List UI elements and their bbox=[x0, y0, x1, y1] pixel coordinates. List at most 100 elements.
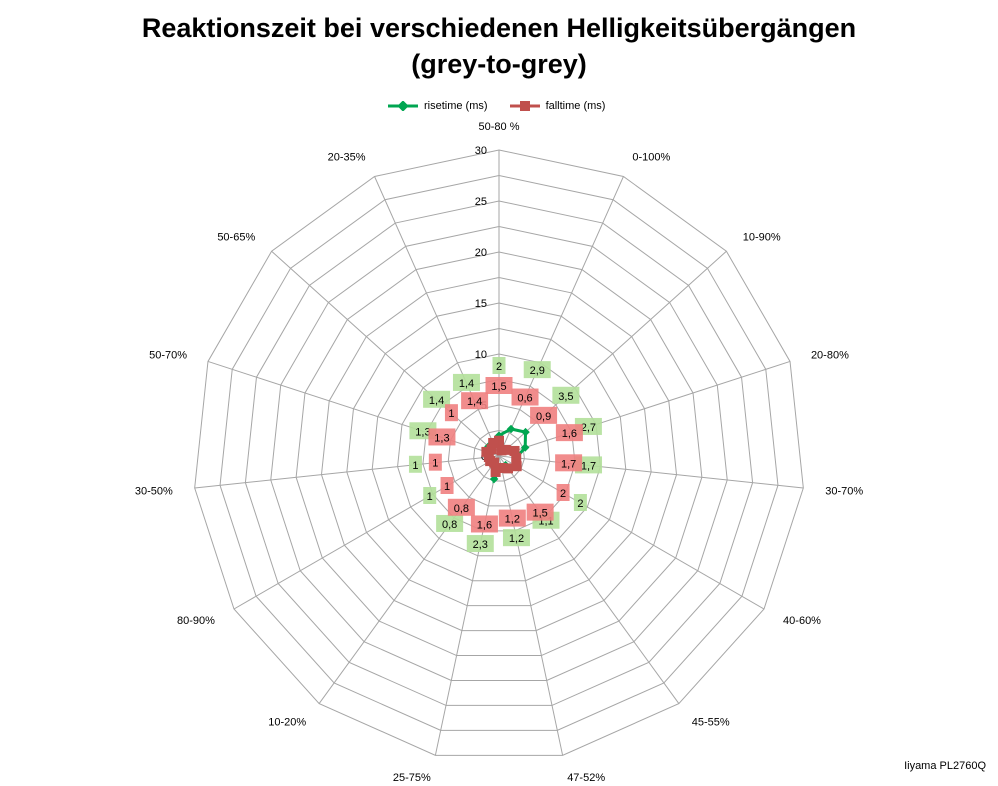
grid-spoke bbox=[498, 455, 680, 704]
fall-point bbox=[486, 444, 497, 455]
data-label-bg bbox=[461, 392, 489, 410]
rise-point bbox=[506, 424, 516, 434]
monitor-model: Iiyama PL2760Q bbox=[904, 760, 986, 772]
data-label-bg bbox=[436, 514, 464, 532]
data-label-bg bbox=[523, 361, 551, 379]
data-label: 1 bbox=[427, 491, 433, 503]
fall-point bbox=[488, 437, 499, 448]
grid-spoke bbox=[498, 250, 727, 457]
grid-spoke bbox=[374, 176, 500, 457]
data-label: 1 bbox=[448, 408, 454, 420]
legend-item-rise: risetime (ms) bbox=[388, 100, 488, 112]
data-label-bg bbox=[428, 453, 442, 471]
data-label-bg bbox=[526, 503, 554, 521]
grid-spoke bbox=[498, 455, 765, 610]
axis-label-50-80-: 50-80 % bbox=[479, 121, 520, 133]
rise-legend-marker-icon bbox=[388, 101, 418, 111]
axis-label-47-52-: 47-52% bbox=[567, 772, 605, 784]
fall-point bbox=[502, 463, 513, 474]
grid-ring bbox=[219, 174, 779, 731]
data-label: 0,6 bbox=[517, 393, 532, 405]
chart-title-line-2: (grey-to-grey) bbox=[411, 49, 587, 79]
grid-ring bbox=[194, 149, 804, 756]
grid-ring bbox=[295, 251, 703, 657]
data-label-bg bbox=[423, 390, 451, 408]
grid-ring bbox=[371, 327, 627, 582]
fall-point bbox=[509, 445, 520, 456]
legend-label-rise: risetime (ms) bbox=[424, 100, 488, 112]
fall-point bbox=[496, 462, 507, 473]
grid bbox=[194, 149, 804, 756]
axis-label-10-20-: 10-20% bbox=[268, 716, 306, 728]
data-label-bg bbox=[511, 388, 539, 406]
grid-ring bbox=[422, 378, 576, 532]
data-label: 1,2 bbox=[509, 533, 524, 545]
data-label: 1,5 bbox=[532, 508, 547, 520]
grid-spoke bbox=[498, 455, 804, 489]
axis-label-80-90-: 80-90% bbox=[177, 615, 215, 627]
legend: risetime (ms) falltime (ms) bbox=[388, 100, 605, 112]
rise-point bbox=[520, 443, 530, 452]
data-label: 2,3 bbox=[473, 539, 488, 551]
grid-spoke bbox=[498, 176, 624, 457]
data-label: 2 bbox=[577, 498, 583, 510]
axis-label-0-100-: 0-100% bbox=[632, 151, 670, 163]
fall-legend-marker-icon bbox=[509, 101, 540, 111]
data-label-bg bbox=[530, 406, 558, 424]
data-label-bg bbox=[552, 386, 580, 404]
data-label: 1,4 bbox=[429, 395, 444, 407]
data-label-bg bbox=[498, 509, 526, 527]
data-label: 0,8 bbox=[454, 503, 469, 515]
tick-label: 10 bbox=[475, 349, 487, 361]
grid-ring bbox=[397, 353, 601, 557]
chart-title-line-1: Reaktionszeit bei verschiedenen Helligke… bbox=[141, 13, 857, 43]
fall-point bbox=[511, 452, 522, 463]
tick-label: 15 bbox=[475, 298, 487, 310]
data-label-bg bbox=[408, 455, 422, 473]
chart-title: Reaktionszeit bei verschiedenen Helligke… bbox=[0, 10, 998, 82]
data-label: 1,7 bbox=[581, 460, 596, 472]
data-label: 2,9 bbox=[530, 365, 545, 377]
data-label: 1 bbox=[412, 460, 418, 472]
tick-label: 30 bbox=[475, 145, 487, 157]
axis-label-25-75-: 25-75% bbox=[393, 772, 431, 784]
grid-spoke bbox=[271, 250, 500, 457]
data-label-bg bbox=[466, 535, 494, 553]
data-label-bg bbox=[444, 404, 458, 422]
data-label-bg bbox=[423, 487, 437, 504]
legend-label-fall: falltime (ms) bbox=[545, 100, 606, 112]
data-label-bg bbox=[447, 498, 475, 516]
data-label: 1 bbox=[444, 481, 450, 493]
tick-label: 20 bbox=[475, 247, 487, 259]
axis-label-10-90-: 10-90% bbox=[743, 232, 781, 244]
axis-label-30-70-: 30-70% bbox=[825, 485, 863, 497]
fall-point bbox=[494, 435, 504, 446]
grid-ring bbox=[244, 200, 754, 706]
axis-label-20-35-: 20-35% bbox=[328, 151, 366, 163]
grid-ring bbox=[447, 404, 551, 507]
data-label-bg bbox=[492, 357, 506, 374]
grid-spoke bbox=[498, 360, 791, 457]
data-label: 1 bbox=[432, 458, 438, 470]
fall-point bbox=[481, 446, 492, 457]
legend-item-fall: falltime (ms) bbox=[509, 100, 606, 112]
rise-point bbox=[521, 427, 530, 437]
grid-ring bbox=[473, 429, 525, 482]
data-label: 0,9 bbox=[536, 411, 551, 423]
grid-spoke bbox=[318, 455, 500, 704]
grid-spoke bbox=[233, 455, 500, 610]
data-label-bg bbox=[470, 515, 498, 533]
grid-spoke bbox=[194, 455, 500, 489]
data-label-bg bbox=[485, 377, 513, 394]
grid-ring bbox=[320, 276, 678, 632]
grid-spoke bbox=[498, 455, 564, 756]
axis-label-45-55-: 45-55% bbox=[692, 716, 730, 728]
data-label-bg bbox=[440, 477, 454, 494]
data-label: 2 bbox=[560, 488, 566, 500]
fall-point bbox=[511, 461, 522, 472]
grid-ring bbox=[346, 302, 652, 607]
axis-label-40-60-: 40-60% bbox=[783, 615, 821, 627]
fall-point bbox=[490, 466, 501, 477]
data-label: 1,2 bbox=[505, 514, 520, 526]
